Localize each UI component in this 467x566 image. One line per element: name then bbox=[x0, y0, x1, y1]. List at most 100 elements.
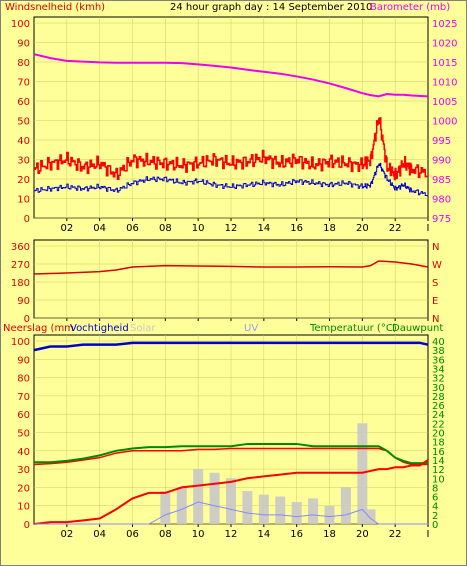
x-tick-label: 20 bbox=[356, 223, 369, 234]
x-tick-label: 14 bbox=[257, 529, 270, 540]
solar-bar bbox=[193, 469, 204, 524]
rain-tick-label: 60 bbox=[17, 410, 30, 421]
x-tick-label: I bbox=[427, 223, 430, 234]
dewpoint-axis-label: Dauwpunt bbox=[392, 323, 443, 334]
x-tick-label: 10 bbox=[192, 529, 205, 540]
barometer-tick-label: 990 bbox=[432, 156, 451, 167]
temperature-tick-label: 16 bbox=[432, 447, 445, 458]
solar-bar bbox=[324, 505, 335, 524]
temperature-tick-label: 6 bbox=[432, 493, 438, 504]
x-tick-label: 10 bbox=[192, 223, 205, 234]
humidity-axis-label: Vochtigheid bbox=[70, 323, 129, 334]
compass-tick-label: W bbox=[432, 260, 442, 271]
barometer-tick-label: 1020 bbox=[432, 39, 457, 50]
x-tick-label: 12 bbox=[225, 529, 238, 540]
barometer-tick-label: 1000 bbox=[432, 117, 457, 128]
compass-tick-label: N bbox=[432, 242, 439, 253]
rain-tick-label: 30 bbox=[17, 465, 30, 476]
solar-bar bbox=[308, 498, 319, 524]
direction-tick-label: 90 bbox=[17, 296, 30, 307]
series-barometer bbox=[33, 53, 429, 98]
x-tick-label: 18 bbox=[323, 223, 336, 234]
x-tick-label: 08 bbox=[159, 529, 172, 540]
barometer-tick-label: 985 bbox=[432, 175, 451, 186]
temperature-tick-label: 26 bbox=[432, 401, 445, 412]
solar-bar bbox=[258, 494, 269, 524]
rain-tick-label: 70 bbox=[17, 392, 30, 403]
barometer-tick-label: 1010 bbox=[432, 78, 457, 89]
solar-bar bbox=[275, 496, 286, 524]
barometer-tick-label: 975 bbox=[432, 214, 451, 225]
temperature-tick-label: 12 bbox=[432, 465, 445, 476]
rain-tick-label: 100 bbox=[11, 337, 30, 348]
series-wind-direction bbox=[33, 260, 429, 275]
temperature-tick-label: 30 bbox=[432, 383, 445, 394]
x-tick-label: 02 bbox=[60, 529, 73, 540]
temperature-tick-label: 8 bbox=[432, 483, 438, 494]
rain-tick-label: 40 bbox=[17, 447, 30, 458]
barometer-axis-label: Barometer (mb) bbox=[370, 2, 450, 13]
x-tick-label: I bbox=[427, 529, 430, 540]
uv-axis-label: UV bbox=[244, 323, 258, 334]
solar-bar bbox=[242, 491, 253, 524]
series-rain bbox=[33, 459, 429, 525]
direction-tick-label: 180 bbox=[11, 278, 30, 289]
temperature-tick-label: 10 bbox=[432, 474, 445, 485]
temperature-tick-label: 22 bbox=[432, 419, 445, 430]
x-tick-label: 04 bbox=[93, 223, 106, 234]
compass-tick-label: S bbox=[432, 278, 438, 289]
solar-bar bbox=[209, 472, 220, 524]
temperature-tick-label: 24 bbox=[432, 410, 445, 421]
rain-tick-label: 50 bbox=[17, 429, 30, 440]
wind-tick-label: 60 bbox=[17, 97, 30, 108]
wind-tick-label: 50 bbox=[17, 117, 30, 128]
temperature-tick-label: 4 bbox=[432, 502, 438, 513]
x-tick-label: 20 bbox=[356, 529, 369, 540]
x-tick-label: 18 bbox=[323, 529, 336, 540]
direction-tick-label: 270 bbox=[11, 260, 30, 271]
wind-tick-label: 70 bbox=[17, 78, 30, 89]
rain-axis-label: Neerslag (mm bbox=[3, 323, 74, 334]
solar-bar bbox=[160, 491, 171, 524]
solar-bar bbox=[176, 487, 187, 524]
barometer-tick-label: 980 bbox=[432, 195, 451, 206]
series-humidity bbox=[33, 341, 429, 352]
x-tick-label: 22 bbox=[389, 223, 402, 234]
barometer-tick-label: 1015 bbox=[432, 58, 457, 69]
x-tick-label: 14 bbox=[257, 223, 270, 234]
x-tick-label: 16 bbox=[290, 529, 303, 540]
x-tick-label: 04 bbox=[93, 529, 106, 540]
temperature-tick-label: 2 bbox=[432, 511, 438, 522]
direction-tick-label: 360 bbox=[11, 242, 30, 253]
temperature-tick-label: 18 bbox=[432, 438, 445, 449]
temperature-tick-label: 20 bbox=[432, 429, 445, 440]
series-wind-average bbox=[34, 162, 429, 197]
rain-tick-label: 80 bbox=[17, 374, 30, 385]
wind-axis-label: Windsnelheid (kmh) bbox=[5, 2, 105, 13]
rain-tick-label: 10 bbox=[17, 502, 30, 513]
compass-tick-label: N bbox=[432, 314, 439, 325]
temperature-tick-label: 32 bbox=[432, 374, 445, 385]
chart-title: 24 hour graph day : 14 September 2010 bbox=[170, 2, 372, 13]
x-tick-label: 22 bbox=[389, 529, 402, 540]
x-tick-label: 08 bbox=[159, 223, 172, 234]
x-tick-label: 16 bbox=[290, 223, 303, 234]
rain-tick-label: 90 bbox=[17, 355, 30, 366]
wind-tick-label: 40 bbox=[17, 136, 30, 147]
barometer-tick-label: 1025 bbox=[432, 19, 457, 30]
solar-bar bbox=[291, 502, 302, 524]
wind-tick-label: 20 bbox=[17, 175, 30, 186]
wind-tick-label: 100 bbox=[11, 19, 30, 30]
x-tick-label: 12 bbox=[225, 223, 238, 234]
barometer-tick-label: 1005 bbox=[432, 97, 457, 108]
wind-tick-label: 80 bbox=[17, 58, 30, 69]
solar-bar bbox=[340, 487, 351, 524]
temperature-tick-label: 0 bbox=[432, 520, 438, 531]
solar-axis-label: Solar bbox=[130, 323, 156, 334]
wind-tick-label: 90 bbox=[17, 39, 30, 50]
series-dewpoint bbox=[34, 442, 428, 465]
wind-tick-label: 0 bbox=[24, 214, 30, 225]
rain-tick-label: 0 bbox=[24, 520, 30, 531]
wind-tick-label: 10 bbox=[17, 195, 30, 206]
